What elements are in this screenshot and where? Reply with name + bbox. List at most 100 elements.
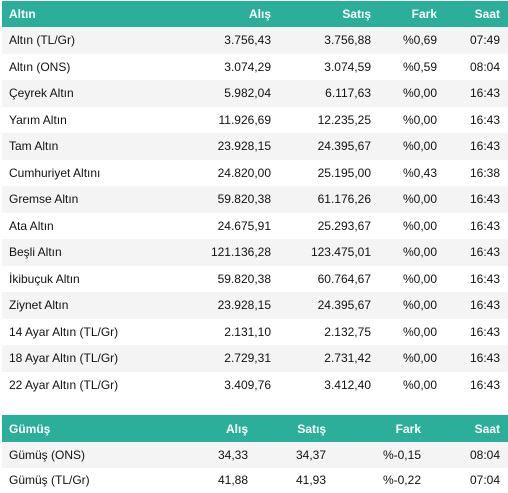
table-row: İkibuçuk Altın 59.820,38 60.764,67 %0,00… bbox=[2, 265, 508, 292]
row-time: 16:38 bbox=[469, 165, 500, 180]
silver-header-name[interactable]: Gümüş bbox=[9, 421, 51, 436]
table-row: Gümüş (ONS) 34,33 34,37 %-0,15 08:04 bbox=[2, 442, 508, 468]
row-time: 16:43 bbox=[469, 298, 500, 313]
row-buy: 121.136,28 bbox=[210, 245, 271, 260]
row-name: Çeyrek Altın bbox=[9, 86, 74, 101]
row-change: %0,00 bbox=[402, 377, 437, 392]
row-sell: 3.756,88 bbox=[324, 33, 371, 48]
row-change: %0,00 bbox=[402, 139, 437, 154]
row-change: %0,43 bbox=[402, 165, 437, 180]
row-name: 14 Ayar Altın (TL/Gr) bbox=[9, 324, 119, 339]
row-buy: 3.409,76 bbox=[224, 377, 271, 392]
gold-prices-table: Altın Alış Satış Fark Saat Altın (TL/Gr)… bbox=[2, 1, 508, 398]
row-time: 07:04 bbox=[469, 473, 500, 488]
row-sell: 25.293,67 bbox=[317, 218, 371, 233]
table-row: Yarım Altın 11.926,69 12.235,25 %0,00 16… bbox=[2, 106, 508, 133]
silver-header-buy[interactable]: Alış bbox=[225, 421, 248, 436]
row-change: %0,00 bbox=[402, 351, 437, 366]
row-time: 16:43 bbox=[469, 192, 500, 207]
row-buy: 23.928,15 bbox=[217, 298, 271, 313]
row-time: 16:43 bbox=[469, 324, 500, 339]
row-sell: 24.395,67 bbox=[317, 139, 371, 154]
row-time: 16:43 bbox=[469, 139, 500, 154]
row-name: Altın (TL/Gr) bbox=[9, 33, 76, 48]
row-name: Gremse Altın bbox=[9, 192, 79, 207]
gold-header-buy[interactable]: Alış bbox=[248, 7, 271, 21]
row-buy: 5.982,04 bbox=[224, 86, 271, 101]
table-row: Gremse Altın 59.820,38 61.176,26 %0,00 1… bbox=[2, 186, 508, 213]
row-sell: 25.195,00 bbox=[317, 165, 371, 180]
row-sell: 2.132,75 bbox=[324, 324, 371, 339]
row-buy: 34,33 bbox=[217, 447, 248, 462]
row-name: Altın (ONS) bbox=[9, 59, 71, 74]
silver-header-change[interactable]: Fark bbox=[395, 421, 421, 436]
table-row: Altın (TL/Gr) 3.756,43 3.756,88 %0,69 07… bbox=[2, 27, 508, 54]
row-change: %-0,22 bbox=[382, 473, 421, 488]
row-name: Ata Altın bbox=[9, 218, 54, 233]
silver-prices-table: Gümüş Alış Satış Fark Saat Gümüş (ONS) 3… bbox=[2, 415, 508, 493]
row-name: Cumhuriyet Altını bbox=[9, 165, 101, 180]
row-sell: 24.395,67 bbox=[317, 298, 371, 313]
row-sell: 61.176,26 bbox=[317, 192, 371, 207]
row-name: İkibuçuk Altın bbox=[9, 271, 80, 286]
silver-header-sell[interactable]: Satış bbox=[297, 421, 326, 436]
gold-header-time[interactable]: Saat bbox=[474, 7, 500, 21]
table-row: Gümüş (TL/Gr) 41,88 41,93 %-0,22 07:04 bbox=[2, 467, 508, 493]
row-change: %-0,15 bbox=[382, 447, 421, 462]
row-time: 16:43 bbox=[469, 351, 500, 366]
gold-header-name[interactable]: Altın bbox=[9, 7, 36, 21]
row-name: Gümüş (TL/Gr) bbox=[9, 473, 90, 488]
row-change: %0,69 bbox=[402, 33, 437, 48]
row-sell: 41,93 bbox=[295, 473, 326, 488]
table-row: Ata Altın 24.675,91 25.293,67 %0,00 16:4… bbox=[2, 212, 508, 239]
row-time: 07:49 bbox=[469, 33, 500, 48]
row-name: Gümüş (ONS) bbox=[9, 447, 86, 462]
row-name: Ziynet Altın bbox=[9, 298, 69, 313]
table-row: Çeyrek Altın 5.982,04 6.117,63 %0,00 16:… bbox=[2, 80, 508, 107]
row-sell: 60.764,67 bbox=[317, 271, 371, 286]
row-sell: 34,37 bbox=[295, 447, 326, 462]
table-row: Cumhuriyet Altını 24.820,00 25.195,00 %0… bbox=[2, 159, 508, 186]
gold-header-change[interactable]: Fark bbox=[411, 7, 437, 21]
table-row: 22 Ayar Altın (TL/Gr) 3.409,76 3.412,40 … bbox=[2, 371, 508, 398]
row-sell: 123.475,01 bbox=[310, 245, 371, 260]
row-name: 22 Ayar Altın (TL/Gr) bbox=[9, 377, 119, 392]
table-row: Altın (ONS) 3.074,29 3.074,59 %0,59 08:0… bbox=[2, 53, 508, 80]
row-sell: 2.731,42 bbox=[324, 351, 371, 366]
gold-table-header: Altın Alış Satış Fark Saat bbox=[2, 1, 508, 27]
row-change: %0,00 bbox=[402, 298, 437, 313]
row-buy: 59.820,38 bbox=[217, 271, 271, 286]
gold-header-sell[interactable]: Satış bbox=[342, 7, 371, 21]
row-change: %0,00 bbox=[402, 324, 437, 339]
table-row: Beşli Altın 121.136,28 123.475,01 %0,00 … bbox=[2, 239, 508, 266]
row-name: Tam Altın bbox=[9, 139, 59, 154]
row-sell: 3.074,59 bbox=[324, 59, 371, 74]
table-row: Tam Altın 23.928,15 24.395,67 %0,00 16:4… bbox=[2, 133, 508, 160]
row-buy: 2.131,10 bbox=[224, 324, 271, 339]
silver-header-time[interactable]: Saat bbox=[474, 421, 500, 436]
row-change: %0,00 bbox=[402, 218, 437, 233]
row-change: %0,00 bbox=[402, 86, 437, 101]
row-buy: 41,88 bbox=[217, 473, 248, 488]
table-row: Ziynet Altın 23.928,15 24.395,67 %0,00 1… bbox=[2, 292, 508, 319]
row-time: 16:43 bbox=[469, 112, 500, 127]
row-time: 16:43 bbox=[469, 271, 500, 286]
table-row: 18 Ayar Altın (TL/Gr) 2.729,31 2.731,42 … bbox=[2, 345, 508, 372]
row-sell: 3.412,40 bbox=[324, 377, 371, 392]
row-change: %0,00 bbox=[402, 192, 437, 207]
row-change: %0,00 bbox=[402, 245, 437, 260]
row-name: Beşli Altın bbox=[9, 245, 62, 260]
row-time: 08:04 bbox=[469, 59, 500, 74]
row-sell: 12.235,25 bbox=[317, 112, 371, 127]
silver-table-header: Gümüş Alış Satış Fark Saat bbox=[2, 415, 508, 442]
row-buy: 11.926,69 bbox=[218, 112, 272, 127]
row-time: 16:43 bbox=[469, 377, 500, 392]
table-row: 14 Ayar Altın (TL/Gr) 2.131,10 2.132,75 … bbox=[2, 318, 508, 345]
row-time: 16:43 bbox=[469, 86, 500, 101]
row-buy: 3.756,43 bbox=[224, 33, 271, 48]
row-buy: 24.820,00 bbox=[217, 165, 271, 180]
row-buy: 24.675,91 bbox=[217, 218, 271, 233]
row-change: %0,00 bbox=[402, 112, 437, 127]
row-buy: 2.729,31 bbox=[224, 351, 271, 366]
row-time: 16:43 bbox=[469, 218, 500, 233]
